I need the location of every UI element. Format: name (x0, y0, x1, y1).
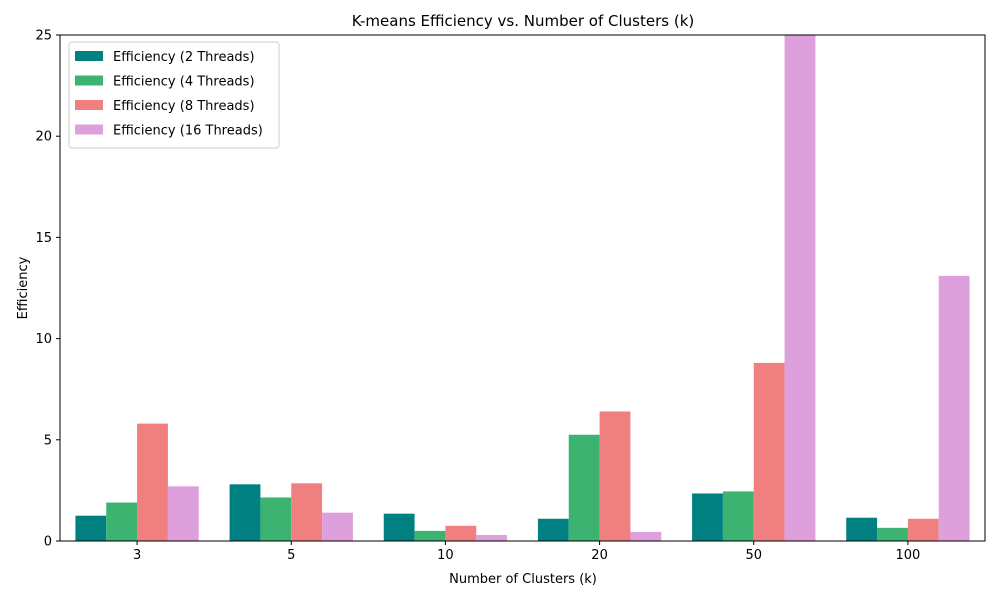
legend-label-3: Efficiency (8 Threads) (113, 99, 255, 114)
bar-10-series-2 (414, 530, 446, 541)
x-tick-label: 3 (133, 548, 141, 563)
bar-5-series-2 (260, 497, 292, 541)
legend-box (68, 41, 280, 149)
plot-frame (59, 34, 986, 542)
bar-3-series-3 (137, 423, 168, 541)
x-tick-label: 50 (745, 548, 762, 563)
bar-5-series-3 (291, 483, 323, 541)
bar-5-series-1 (229, 484, 261, 541)
bar-20-series-2 (568, 434, 600, 541)
legend-swatch-2 (75, 75, 103, 86)
y-tick-label: 10 (35, 332, 52, 347)
bar-10-series-1 (383, 513, 415, 541)
bar-3-series-4 (167, 486, 199, 541)
legend-label-2: Efficiency (4 Threads) (113, 75, 255, 90)
bar-3-series-2 (106, 502, 138, 541)
bar-100-series-1 (846, 517, 878, 541)
legend-label-4: Efficiency (16 Threads) (113, 124, 263, 139)
legend: Efficiency (2 Threads) Efficiency (4 Thre… (68, 41, 280, 149)
y-tick-label: 15 (35, 231, 52, 246)
legend-swatch-3 (75, 100, 103, 110)
legend-label-1: Efficiency (2 Threads) (113, 50, 255, 65)
bar-10-series-4 (476, 534, 508, 541)
x-axis: 3 5 10 20 50 100 (133, 541, 920, 563)
bar-20-series-3 (599, 411, 631, 541)
bar-100-series-2 (877, 527, 908, 541)
legend-swatch-1 (75, 51, 103, 61)
bar-20-series-4 (630, 531, 662, 541)
bar-50-series-2 (722, 491, 754, 541)
x-axis-title: Number of Clusters (k) (449, 572, 597, 587)
bars-group (75, 35, 970, 541)
chart-title: K-means Efficiency vs. Number of Cluster… (352, 12, 695, 30)
y-tick-label: 5 (44, 433, 52, 448)
y-tick-label: 0 (44, 535, 52, 550)
y-tick-label: 20 (35, 130, 52, 145)
x-tick-label: 5 (287, 548, 295, 563)
bar-10-series-3 (445, 525, 477, 541)
x-tick-label: 100 (896, 548, 921, 563)
x-tick-label: 20 (591, 548, 608, 563)
y-axis: 0 5 10 15 20 25 (35, 29, 60, 550)
x-tick-label: 10 (437, 548, 454, 563)
y-axis-title: Efficiency (16, 256, 31, 319)
legend-swatch-4 (75, 124, 103, 135)
y-tick-label: 25 (35, 29, 52, 44)
bar-100-series-3 (907, 518, 939, 541)
bar-50-series-3 (753, 362, 785, 541)
bar-50-series-4 (784, 35, 816, 541)
bar-50-series-1 (692, 493, 723, 541)
bar-3-series-1 (75, 515, 107, 541)
bar-5-series-4 (322, 512, 353, 541)
bar-100-series-4 (938, 275, 970, 541)
bar-20-series-1 (537, 518, 569, 541)
